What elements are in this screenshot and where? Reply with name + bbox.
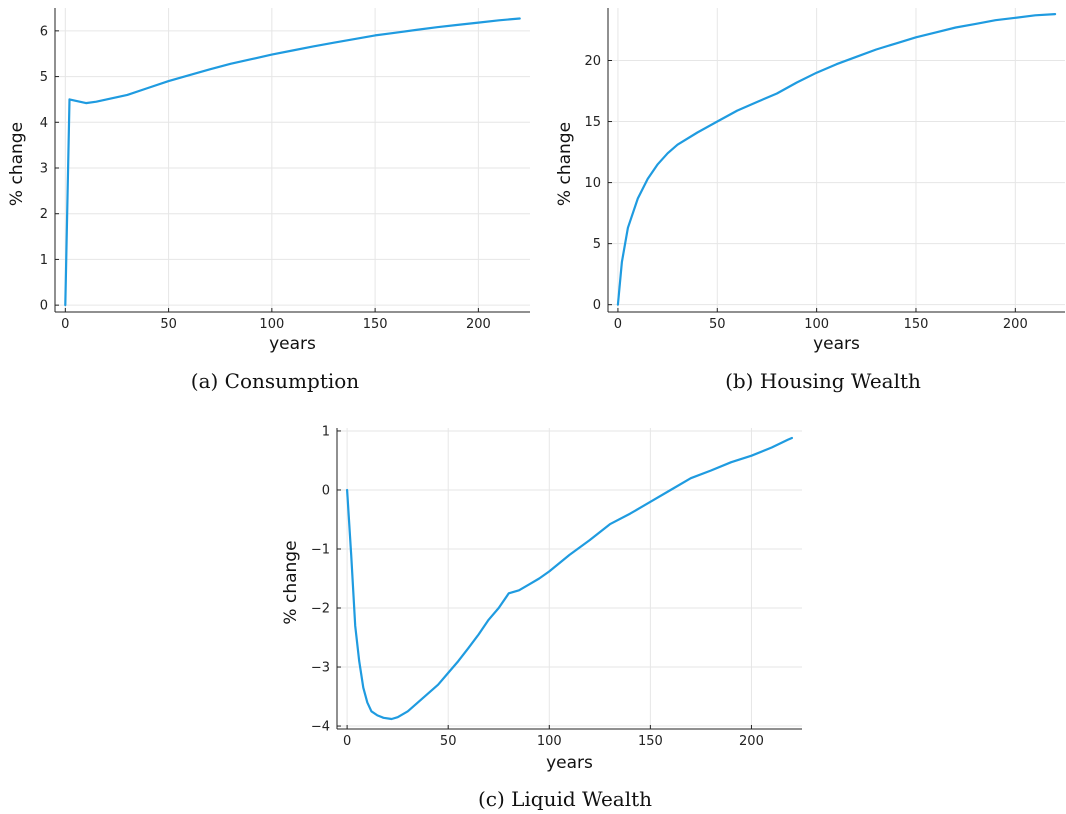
y-tick-label: 5 <box>40 70 48 85</box>
y-tick-label: 0 <box>593 298 601 313</box>
y-tick-label: −4 <box>311 720 330 735</box>
x-tick-label: 0 <box>614 317 622 332</box>
x-tick-label: 50 <box>160 317 177 332</box>
x-tick-label: 100 <box>259 317 284 332</box>
y-tick-label: −2 <box>311 602 330 617</box>
series-line <box>346 436 794 721</box>
y-tick-label: −3 <box>311 661 330 676</box>
y-axis-title: % change <box>281 540 301 624</box>
y-tick-label: 20 <box>584 54 601 69</box>
x-tick-label: 0 <box>61 317 69 332</box>
x-tick-label: 200 <box>466 317 491 332</box>
x-tick-label: 150 <box>904 317 929 332</box>
x-tick-label: 200 <box>1003 317 1028 332</box>
y-tick-label: 4 <box>40 116 48 131</box>
y-tick-label: 10 <box>584 176 601 191</box>
y-axis-title: % change <box>555 122 575 206</box>
y-tick-label: 2 <box>40 207 48 222</box>
x-tick-label: 100 <box>537 734 562 749</box>
x-tick-label: 150 <box>638 734 663 749</box>
chart-caption: (b) Housing Wealth <box>725 369 921 393</box>
chart-caption: (c) Liquid Wealth <box>478 787 652 811</box>
y-tick-label: 15 <box>584 115 601 130</box>
x-tick-label: 50 <box>709 317 726 332</box>
y-tick-label: 5 <box>593 237 601 252</box>
y-tick-label: 6 <box>40 24 48 39</box>
chart-caption: (a) Consumption <box>191 369 359 393</box>
y-axis-title: % change <box>7 122 27 206</box>
x-axis-title: years <box>813 334 860 354</box>
y-tick-label: −1 <box>311 542 330 557</box>
x-axis-title: years <box>546 753 593 773</box>
x-tick-label: 200 <box>739 734 764 749</box>
y-tick-label: 0 <box>322 483 330 498</box>
y-tick-label: 1 <box>322 424 330 439</box>
y-tick-label: 1 <box>40 253 48 268</box>
x-tick-label: 150 <box>363 317 388 332</box>
y-tick-label: 3 <box>40 162 48 177</box>
x-axis-title: years <box>269 334 316 354</box>
series-line <box>64 17 521 307</box>
x-tick-label: 100 <box>804 317 829 332</box>
series-line <box>616 13 1057 306</box>
y-tick-label: 0 <box>40 299 48 314</box>
x-tick-label: 50 <box>440 734 457 749</box>
x-tick-label: 0 <box>343 734 351 749</box>
